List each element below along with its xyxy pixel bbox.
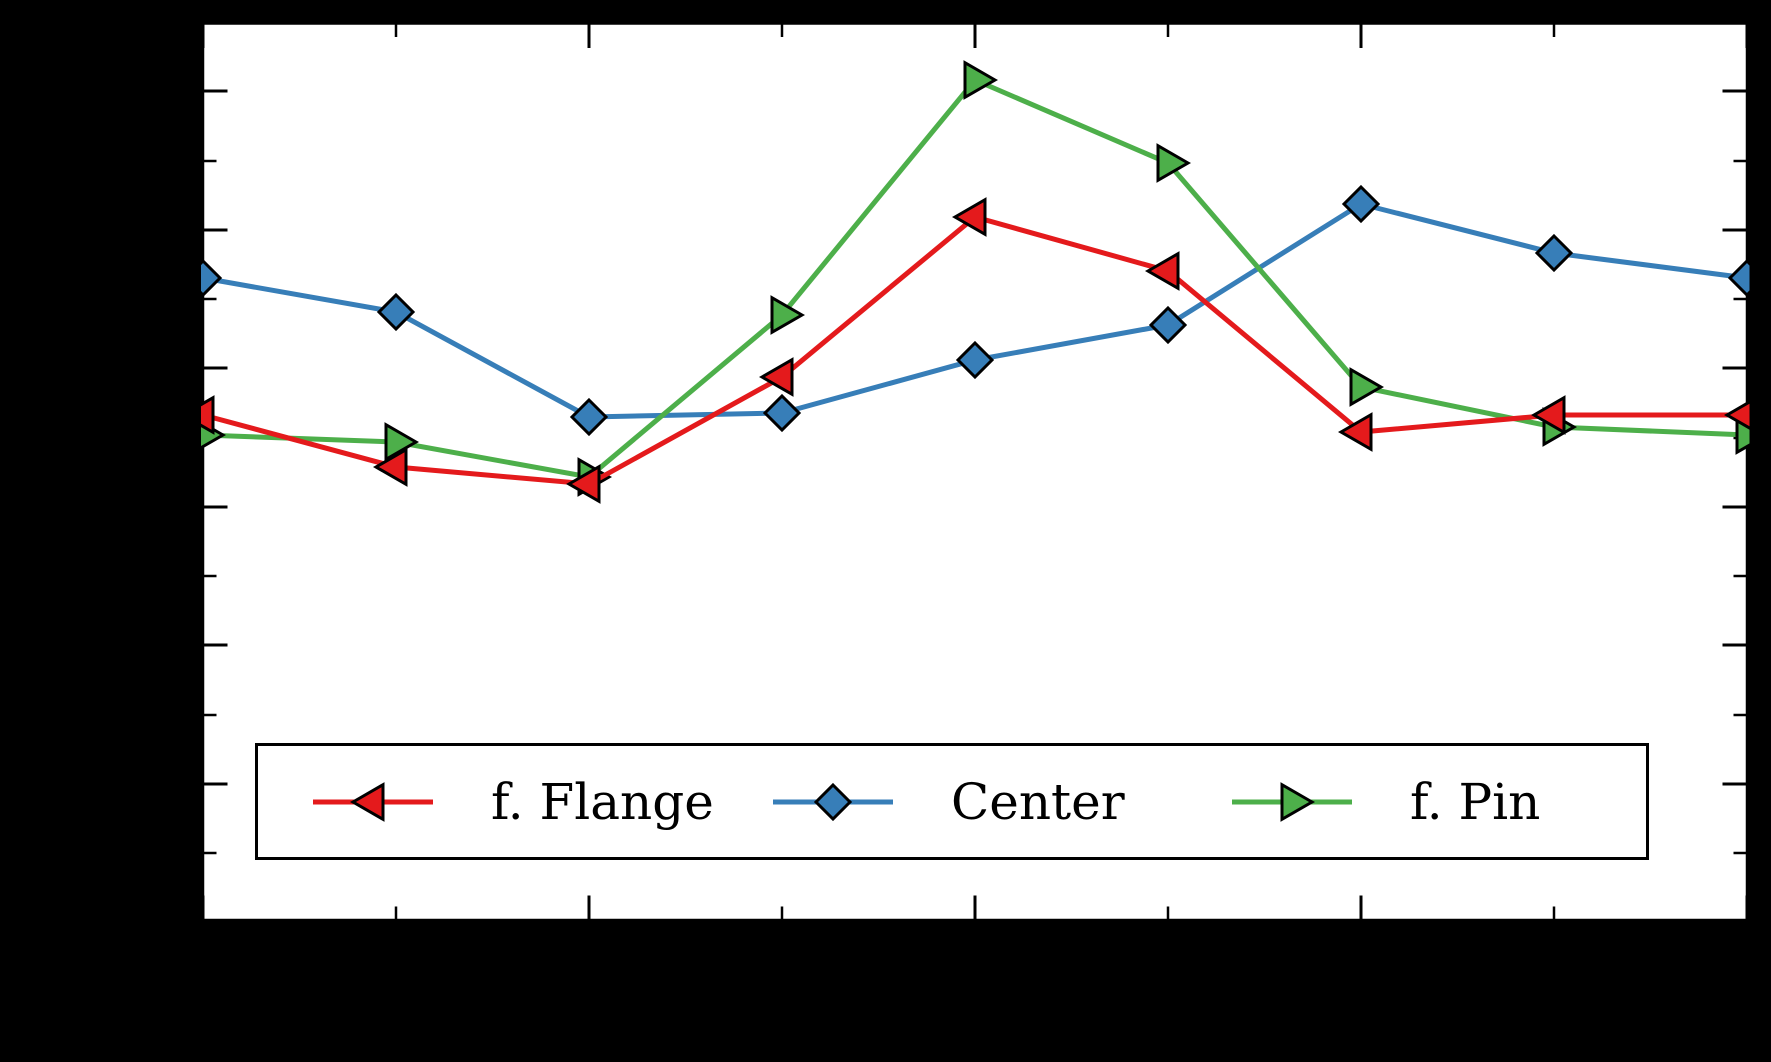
tick-marks <box>201 23 1749 921</box>
triangle-left-marker-icon <box>1337 412 1373 452</box>
triangle-right-marker-icon <box>770 295 806 335</box>
diamond-marker-icon <box>762 393 802 433</box>
pin-legend-marker-icon <box>1232 781 1352 822</box>
triangle-left-marker-icon <box>1530 395 1566 435</box>
diamond-marker-icon <box>1727 258 1750 298</box>
legend-label-f-flange: f. Flange <box>491 772 714 831</box>
legend-entry-f-pin: f. Pin <box>1232 746 1540 857</box>
diamond-marker-icon <box>1534 233 1574 273</box>
legend-label-center: Center <box>951 772 1125 831</box>
series-f-flange <box>201 197 1750 504</box>
diamond-marker-icon <box>813 782 853 821</box>
diamond-marker-icon <box>201 258 223 298</box>
diamond-marker-icon <box>376 292 416 332</box>
legend-label-f-pin: f. Pin <box>1410 772 1541 831</box>
triangle-left-marker-icon <box>349 781 385 822</box>
flange-legend-marker-icon <box>313 781 433 822</box>
triangle-right-marker-icon <box>963 60 999 100</box>
triangle-left-marker-icon <box>372 447 408 487</box>
triangle-left-marker-icon <box>1723 400 1750 430</box>
diamond-marker-icon <box>955 340 995 380</box>
triangle-right-marker-icon <box>1349 367 1385 407</box>
triangle-left-marker-icon <box>201 395 215 435</box>
triangle-left-marker-icon <box>758 357 794 397</box>
triangle-left-marker-icon <box>565 464 601 504</box>
triangle-left-marker-icon <box>1144 251 1180 291</box>
legend-entry-center: Center <box>773 746 1125 857</box>
center-legend-marker-icon <box>773 782 893 821</box>
legend-entry-f-flange: f. Flange <box>313 746 714 857</box>
triangle-right-marker-icon <box>1280 781 1316 822</box>
diamond-marker-icon <box>569 397 609 437</box>
triangle-right-marker-icon <box>384 422 420 462</box>
diamond-marker-icon <box>1341 184 1381 224</box>
legend: f. Flange Center f. Pin <box>255 743 1649 860</box>
series-center <box>201 184 1750 437</box>
triangle-left-marker-icon <box>951 197 987 237</box>
series-layer <box>201 60 1750 504</box>
diamond-marker-icon <box>1148 305 1188 345</box>
triangle-right-marker-icon <box>1156 143 1192 183</box>
